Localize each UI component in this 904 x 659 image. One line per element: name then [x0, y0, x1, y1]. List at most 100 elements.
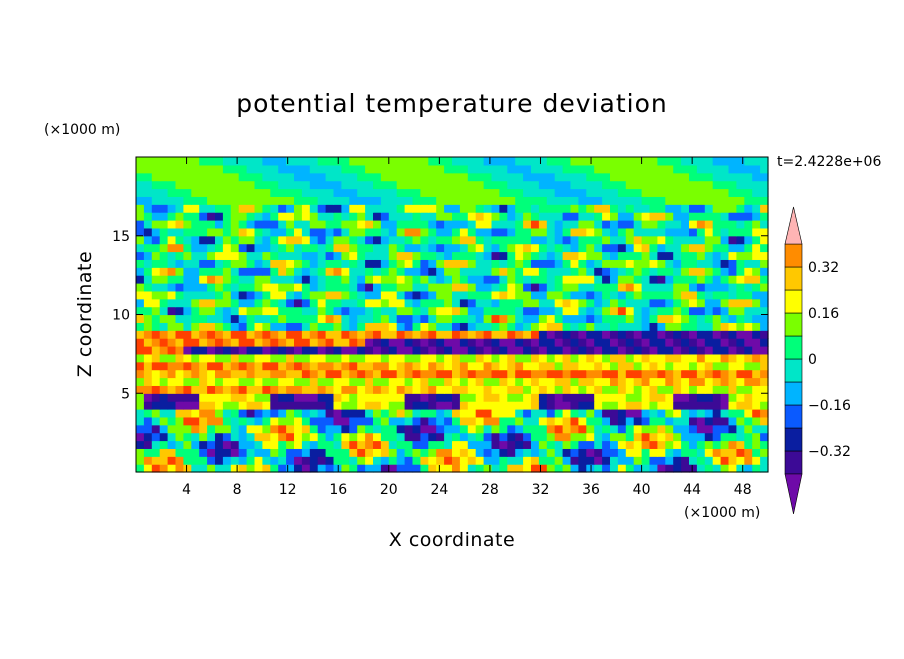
heatmap-cell [175, 338, 184, 347]
heatmap-cell [578, 314, 587, 323]
heatmap-cell [673, 416, 682, 426]
heatmap-cell [515, 330, 524, 339]
heatmap-cell [222, 314, 232, 323]
heatmap-cell [151, 338, 161, 347]
heatmap-cell [230, 243, 240, 253]
heatmap-cell [459, 227, 469, 237]
heatmap-cell [570, 314, 579, 323]
heatmap-cell [357, 172, 366, 182]
heatmap-cell [436, 267, 445, 276]
heatmap-cell [483, 188, 493, 197]
heatmap-cell [665, 220, 674, 229]
heatmap-cell [538, 338, 548, 347]
heatmap-cell [657, 377, 666, 386]
heatmap-cell [341, 267, 350, 276]
heatmap-cell [167, 251, 177, 260]
heatmap-cell [183, 243, 192, 253]
heatmap-cell [357, 251, 366, 260]
heatmap-cell [325, 283, 335, 292]
heatmap-cell [151, 322, 161, 331]
heatmap-cell [325, 180, 335, 190]
heatmap-cell [523, 204, 532, 213]
heatmap-cell [262, 251, 271, 260]
heatmap-cell [175, 401, 184, 410]
heatmap-cell [515, 227, 524, 237]
heatmap-cell [373, 243, 382, 253]
heatmap-cell [167, 322, 177, 331]
heatmap-cell [420, 448, 429, 457]
heatmap-cell [349, 235, 358, 245]
heatmap-cell [704, 290, 714, 300]
heatmap-cell [752, 424, 761, 434]
heatmap-cell [167, 188, 177, 197]
heatmap-cell [617, 157, 627, 166]
heatmap-cell [657, 212, 666, 221]
heatmap-cell [625, 157, 635, 166]
heatmap-cell [491, 275, 500, 284]
heatmap-cell [546, 267, 556, 276]
heatmap-cell [459, 164, 469, 174]
heatmap-cell [673, 275, 682, 284]
heatmap-cell [712, 330, 722, 339]
heatmap-cell [175, 227, 184, 237]
heatmap-cell [538, 361, 548, 371]
x-tick-label: 32 [532, 482, 550, 498]
heatmap-cell [641, 377, 651, 386]
heatmap-cell [736, 220, 745, 229]
heatmap-cell [404, 267, 414, 276]
heatmap-cell [459, 267, 469, 276]
heatmap-cell [602, 456, 611, 465]
heatmap-cell [467, 353, 477, 363]
heatmap-cell [238, 188, 248, 197]
heatmap-cell [459, 377, 469, 386]
heatmap-cell [254, 377, 263, 386]
heatmap-cell [294, 243, 303, 253]
heatmap-cell [325, 456, 335, 465]
heatmap-cell [183, 251, 192, 260]
heatmap-cell [673, 409, 682, 418]
heatmap-cell [396, 157, 406, 166]
heatmap-cell [420, 243, 429, 253]
heatmap-cell [136, 306, 145, 316]
heatmap-cell [341, 283, 350, 292]
heatmap-cell [546, 314, 556, 323]
heatmap-cell [341, 188, 350, 197]
heatmap-cell [499, 432, 508, 442]
heatmap-cell [744, 448, 753, 457]
heatmap-cell [760, 330, 769, 339]
heatmap-cell [301, 275, 311, 284]
heatmap-cell [617, 338, 627, 347]
heatmap-cell [452, 290, 461, 300]
heatmap-cell [752, 283, 761, 292]
heatmap-cell [380, 314, 390, 323]
heatmap-cell [649, 448, 658, 457]
heatmap-cell [491, 298, 500, 308]
heatmap-cell [491, 172, 500, 182]
heatmap-cell [222, 259, 232, 268]
heatmap-cell [151, 330, 161, 339]
heatmap-cell [554, 164, 564, 174]
heatmap-cell [475, 243, 485, 253]
heatmap-cell [483, 385, 493, 394]
heatmap-cell [594, 322, 603, 331]
heatmap-cell [491, 251, 500, 260]
heatmap-cell [349, 401, 358, 410]
heatmap-cell [301, 188, 311, 197]
heatmap-cell [317, 243, 327, 253]
heatmap-cell [199, 172, 208, 182]
heatmap-cell [294, 220, 303, 229]
heatmap-cell [594, 251, 603, 260]
heatmap-cell [199, 204, 208, 213]
heatmap-cell [538, 369, 548, 379]
heatmap-cell [523, 393, 532, 402]
heatmap-cell [175, 409, 184, 418]
heatmap-cell [380, 369, 390, 379]
heatmap-cell [610, 227, 619, 237]
heatmap-cell [357, 298, 366, 308]
heatmap-cell [341, 164, 350, 174]
heatmap-cell [610, 275, 619, 284]
heatmap-cell [309, 369, 319, 379]
heatmap-cell [752, 235, 761, 245]
heatmap-cell [499, 338, 508, 347]
